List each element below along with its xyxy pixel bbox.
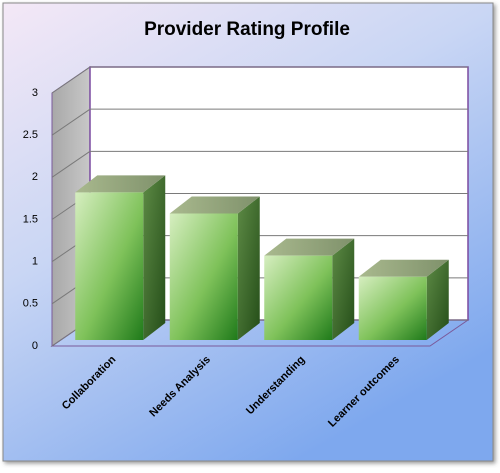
- bar-front: [75, 192, 144, 340]
- bar: [264, 238, 355, 340]
- bar-front: [264, 255, 333, 340]
- y-tick-label: 1.5: [23, 213, 38, 225]
- grid-line-side: [51, 150, 91, 178]
- bar-side: [332, 238, 355, 340]
- bar-top: [75, 175, 166, 193]
- chart-title: Provider Rating Profile: [144, 19, 350, 40]
- bar-side: [237, 196, 260, 340]
- y-tick-label: 1: [32, 256, 38, 268]
- bar-top: [169, 196, 260, 214]
- bar-side: [426, 259, 449, 340]
- grid-line-side: [51, 66, 91, 94]
- y-tick-label: 2: [32, 171, 38, 183]
- bar-top: [358, 259, 449, 277]
- y-tick-label: 0.5: [23, 298, 38, 310]
- grid-line-side: [51, 108, 91, 136]
- y-tick-label: 2.5: [23, 129, 38, 141]
- bar-top: [264, 238, 355, 256]
- bar: [169, 196, 260, 340]
- bar-front: [358, 276, 427, 340]
- bar-side: [143, 175, 166, 340]
- bar: [358, 259, 449, 340]
- bar-front: [169, 213, 238, 340]
- y-tick-label: 0: [32, 340, 38, 352]
- y-tick-label: 3: [32, 87, 38, 99]
- bar: [75, 175, 166, 340]
